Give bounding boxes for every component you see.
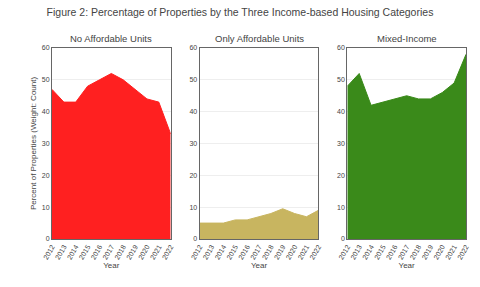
svg-text:60: 60 xyxy=(42,44,50,51)
svg-text:2019: 2019 xyxy=(273,244,287,261)
svg-text:2012: 2012 xyxy=(190,244,204,261)
svg-text:2013: 2013 xyxy=(349,244,363,261)
svg-text:0: 0 xyxy=(46,235,50,242)
svg-text:2015: 2015 xyxy=(78,244,92,261)
svg-text:2020: 2020 xyxy=(285,244,299,261)
svg-text:2017: 2017 xyxy=(101,244,115,261)
svg-text:2022: 2022 xyxy=(308,244,322,261)
svg-text:Figure 2: Percentage of Proper: Figure 2: Percentage of Properties by th… xyxy=(47,6,434,18)
svg-text:Year: Year xyxy=(251,261,268,270)
svg-text:2014: 2014 xyxy=(66,244,80,261)
svg-text:10: 10 xyxy=(337,204,345,211)
svg-text:2020: 2020 xyxy=(432,244,446,261)
svg-text:40: 40 xyxy=(189,108,197,115)
svg-text:2014: 2014 xyxy=(361,244,375,261)
svg-text:Only Affordable Units: Only Affordable Units xyxy=(215,33,304,44)
svg-text:2019: 2019 xyxy=(420,244,434,261)
svg-text:10: 10 xyxy=(42,204,50,211)
svg-text:30: 30 xyxy=(42,140,50,147)
svg-text:2013: 2013 xyxy=(54,244,68,261)
svg-text:0: 0 xyxy=(341,235,345,242)
svg-text:2014: 2014 xyxy=(213,244,227,261)
svg-text:2019: 2019 xyxy=(125,244,139,261)
svg-text:2021: 2021 xyxy=(444,244,458,261)
svg-text:2021: 2021 xyxy=(297,244,311,261)
svg-text:2017: 2017 xyxy=(397,244,411,261)
svg-text:Percent of Properties (Weight:: Percent of Properties (Weight: Count) xyxy=(29,77,38,211)
svg-text:Year: Year xyxy=(399,261,416,270)
svg-text:2015: 2015 xyxy=(373,244,387,261)
svg-text:2016: 2016 xyxy=(237,244,251,261)
svg-text:2013: 2013 xyxy=(202,244,216,261)
svg-text:2022: 2022 xyxy=(161,244,175,261)
svg-text:2018: 2018 xyxy=(409,244,423,261)
svg-text:30: 30 xyxy=(337,140,345,147)
svg-text:2020: 2020 xyxy=(137,244,151,261)
svg-text:50: 50 xyxy=(189,76,197,83)
svg-text:2022: 2022 xyxy=(456,244,470,261)
svg-text:0: 0 xyxy=(193,235,197,242)
svg-text:20: 20 xyxy=(189,172,197,179)
svg-text:2018: 2018 xyxy=(261,244,275,261)
svg-text:20: 20 xyxy=(337,172,345,179)
svg-text:No Affordable Units: No Affordable Units xyxy=(70,33,152,44)
svg-text:2016: 2016 xyxy=(385,244,399,261)
svg-text:2015: 2015 xyxy=(225,244,239,261)
svg-text:50: 50 xyxy=(337,76,345,83)
svg-text:2012: 2012 xyxy=(337,244,351,261)
svg-text:Year: Year xyxy=(103,261,120,270)
svg-text:60: 60 xyxy=(189,44,197,51)
svg-text:60: 60 xyxy=(337,44,345,51)
svg-text:20: 20 xyxy=(42,172,50,179)
svg-text:2018: 2018 xyxy=(113,244,127,261)
svg-text:30: 30 xyxy=(189,140,197,147)
svg-text:2017: 2017 xyxy=(249,244,263,261)
svg-text:2012: 2012 xyxy=(42,244,56,261)
svg-text:2016: 2016 xyxy=(90,244,104,261)
svg-text:40: 40 xyxy=(42,108,50,115)
svg-text:Mixed-Income: Mixed-Income xyxy=(377,33,437,44)
svg-text:2021: 2021 xyxy=(149,244,163,261)
svg-text:10: 10 xyxy=(189,204,197,211)
svg-text:50: 50 xyxy=(42,76,50,83)
svg-text:40: 40 xyxy=(337,108,345,115)
